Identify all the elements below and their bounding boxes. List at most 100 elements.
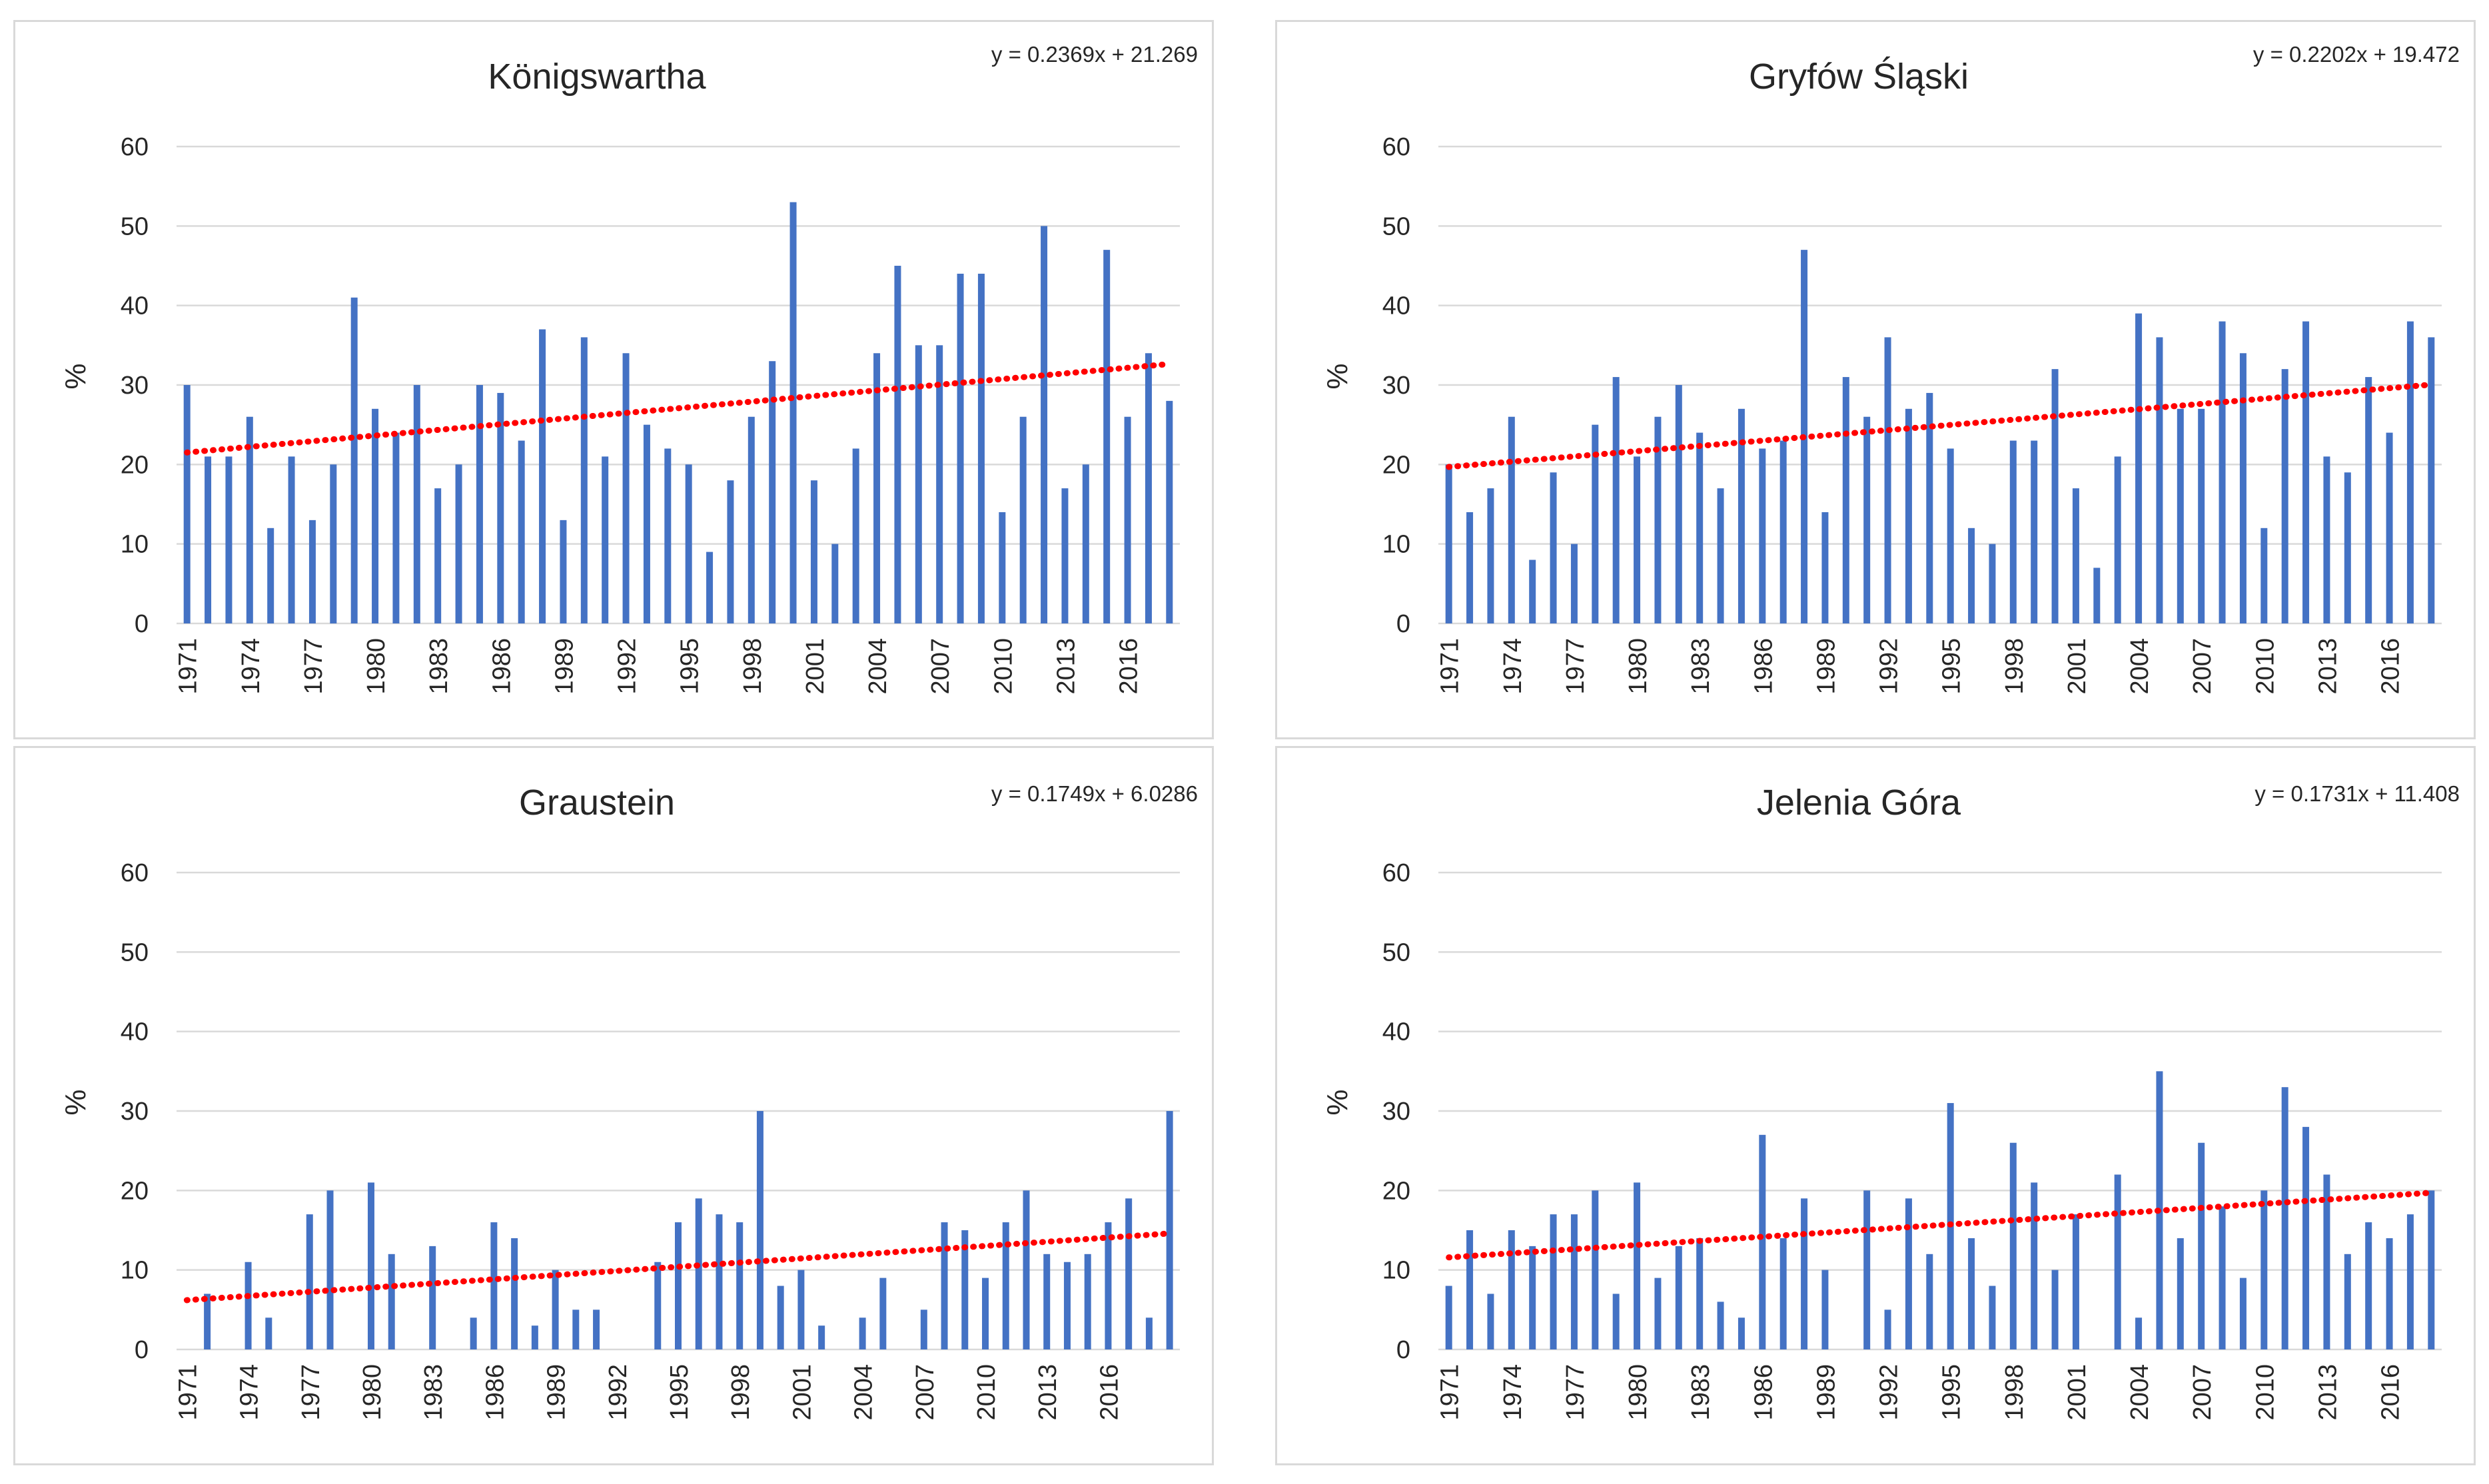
y-tick-label: 10 bbox=[121, 531, 149, 559]
bar-1978 bbox=[1592, 424, 1599, 623]
x-tick-label: 2001 bbox=[801, 638, 829, 695]
bar-2010 bbox=[982, 1278, 989, 1349]
bar-1991 bbox=[1863, 1190, 1871, 1349]
bar-2011 bbox=[1002, 1222, 1009, 1349]
x-tick-label: 1989 bbox=[1812, 638, 1840, 695]
y-tick-label: 40 bbox=[1382, 1018, 1410, 1046]
bar-2001 bbox=[797, 1270, 805, 1349]
bar-1992 bbox=[622, 353, 630, 623]
x-tick-label: 1983 bbox=[420, 1364, 448, 1421]
bar-1995 bbox=[1947, 448, 1954, 623]
x-tick-label: 1998 bbox=[727, 1364, 755, 1421]
x-tick-label: 1986 bbox=[481, 1364, 509, 1421]
chart-svg: Graustein y = 0.1749x + 6.0286 % 0 10 20 30… bbox=[59, 781, 1198, 1421]
bar-1999 bbox=[2031, 1182, 2038, 1349]
bar-1996 bbox=[1968, 1238, 1975, 1349]
x-tick-label: 2007 bbox=[2189, 1364, 2217, 1421]
bar-2016 bbox=[1124, 416, 1131, 623]
x-tick-label: 1986 bbox=[1749, 1364, 1777, 1421]
y-tick-label: 50 bbox=[1382, 938, 1410, 966]
y-tick-label: 40 bbox=[1382, 292, 1410, 320]
bar-1989 bbox=[1821, 512, 1829, 623]
y-tick-label: 20 bbox=[1382, 451, 1410, 479]
chart-svg: Jelenia Góra y = 0.1731x + 11.408 % 0 10 2… bbox=[1321, 781, 2460, 1421]
y-tick-label: 30 bbox=[121, 372, 149, 400]
trend-equation: y = 0.1731x + 11.408 bbox=[2254, 781, 2460, 806]
bar-1991 bbox=[602, 456, 609, 623]
bar-2015 bbox=[2365, 1222, 2372, 1349]
bar-1981 bbox=[388, 1254, 395, 1349]
bar-2008 bbox=[2219, 321, 2226, 623]
bar-1993 bbox=[1905, 408, 1912, 623]
bar-2004 bbox=[2135, 313, 2143, 623]
bar-1978 bbox=[326, 1190, 334, 1349]
chart-title: Graustein bbox=[519, 783, 675, 823]
x-tick-label: 1983 bbox=[425, 638, 453, 695]
bar-2010 bbox=[2260, 1190, 2268, 1349]
x-tick-label: 1992 bbox=[1875, 1364, 1903, 1421]
bar-2012 bbox=[1023, 1190, 1030, 1349]
x-tick-label: 2010 bbox=[2251, 638, 2279, 695]
bar-1987 bbox=[1779, 1238, 1787, 1349]
x-tick-label: 2013 bbox=[2314, 1364, 2342, 1421]
x-tick-label: 1971 bbox=[174, 1364, 202, 1421]
bar-48 bbox=[1166, 1111, 1173, 1349]
bar-2016 bbox=[1105, 1222, 1112, 1349]
bar-2013 bbox=[2323, 1174, 2330, 1349]
bar-1985 bbox=[1738, 408, 1745, 623]
y-tick-label: 10 bbox=[1382, 1257, 1410, 1285]
bar-1981 bbox=[1654, 1278, 1662, 1349]
bar-1971 bbox=[183, 385, 191, 623]
bar-2001 bbox=[2072, 488, 2079, 623]
bar-1999 bbox=[756, 1111, 763, 1349]
bar-1972 bbox=[1466, 512, 1474, 623]
bar-1975 bbox=[267, 528, 274, 623]
bar-2000 bbox=[2051, 1270, 2059, 1349]
x-tick-label: 1992 bbox=[614, 638, 642, 695]
bar-1988 bbox=[539, 329, 546, 623]
bar-2002 bbox=[831, 544, 839, 623]
x-tick-label: 1980 bbox=[362, 638, 390, 695]
x-tick-label: 2016 bbox=[2377, 1364, 2405, 1421]
x-tick-label: 1995 bbox=[666, 1364, 694, 1421]
bar-1991 bbox=[593, 1309, 600, 1349]
bar-1977 bbox=[1570, 544, 1578, 623]
bar-2017 bbox=[1125, 1198, 1133, 1349]
bar-1974 bbox=[246, 416, 253, 623]
x-tick-label: 1998 bbox=[2001, 638, 2029, 695]
bar-2014 bbox=[1063, 1262, 1071, 1349]
bar-2001 bbox=[2072, 1214, 2079, 1349]
bar-2016 bbox=[2386, 432, 2393, 623]
y-tick-label: 60 bbox=[121, 133, 149, 161]
bar-1985 bbox=[476, 385, 483, 623]
y-tick-label: 40 bbox=[121, 1018, 149, 1046]
bar-2018 bbox=[2428, 1190, 2435, 1349]
bar-1975 bbox=[265, 1317, 272, 1349]
bar-1997 bbox=[727, 480, 734, 623]
bar-1984 bbox=[1717, 1301, 1724, 1349]
bar-2003 bbox=[2114, 1174, 2121, 1349]
x-tick-label: 1995 bbox=[1938, 1364, 1966, 1421]
bar-2002 bbox=[2093, 567, 2101, 623]
bar-1983 bbox=[429, 1246, 436, 1349]
x-tick-label: 1989 bbox=[543, 1364, 571, 1421]
y-tick-label: 60 bbox=[121, 859, 149, 887]
bar-1997 bbox=[1989, 1286, 1996, 1349]
trendline bbox=[1446, 1190, 2434, 1261]
x-tick-label: 2004 bbox=[864, 638, 892, 695]
trend-equation: y = 0.2369x + 21.269 bbox=[991, 42, 1198, 67]
bar-1999 bbox=[2031, 440, 2038, 623]
bar-1979 bbox=[1612, 377, 1620, 623]
y-tick-label: 30 bbox=[1382, 372, 1410, 400]
x-tick-label: 2010 bbox=[973, 1364, 1001, 1421]
bar-1994 bbox=[654, 1262, 662, 1349]
x-tick-label: 2016 bbox=[1095, 1364, 1123, 1421]
bar-2018 bbox=[1166, 400, 1173, 623]
bar-1988 bbox=[531, 1325, 538, 1349]
chart-panel-konigswartha: Königswartha y = 0.2369x + 21.269 % 0 10 2… bbox=[13, 20, 1214, 739]
bar-2002 bbox=[818, 1325, 825, 1349]
x-tick-label: 1971 bbox=[175, 638, 203, 695]
bar-2018 bbox=[1145, 1317, 1153, 1349]
bar-1999 bbox=[769, 361, 776, 623]
trendline bbox=[1446, 382, 2434, 470]
